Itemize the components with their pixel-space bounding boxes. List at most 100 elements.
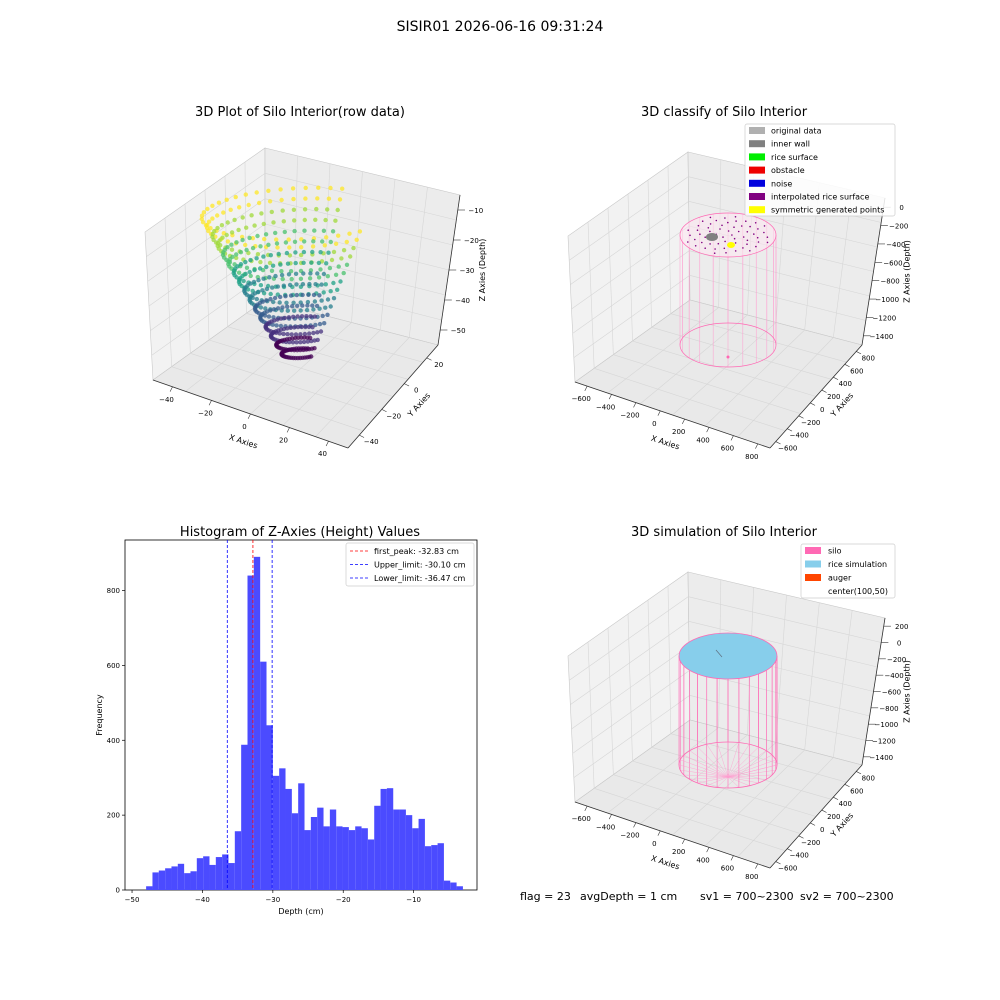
p1-x-tick [325, 441, 329, 447]
p1-point [279, 272, 285, 278]
p4-bottom-spoke [727, 759, 776, 778]
p1-point [287, 339, 292, 345]
p2-interp-point [704, 247, 706, 249]
p2-interp-point [734, 216, 737, 218]
p1-point [325, 207, 330, 212]
p4-z-tick-label: −1000 [875, 721, 899, 729]
p4-bottom-spoke [697, 746, 729, 778]
p4-bottom-spoke [689, 750, 729, 778]
panel1-3d-raw: −40 −20 0 20 40 −40 −20 0 20 −50 −40 −30 −20 −10 X Axi… [144, 147, 487, 458]
p4-y-tick-label: 400 [839, 800, 852, 808]
p3-bars [146, 556, 463, 890]
p1-point [298, 276, 304, 281]
p2-x-tick [584, 385, 588, 392]
p1-y-tick-label: −40 [364, 438, 379, 446]
p4-z-tick-label: 0 [897, 640, 901, 648]
p4-bottom-spoke [727, 769, 776, 778]
p1-point [267, 275, 272, 280]
p1-point [309, 260, 314, 265]
p1-point [256, 200, 262, 206]
p3-bar [348, 830, 356, 890]
p1-point [292, 308, 297, 313]
p4-floor-grid [737, 757, 834, 858]
p4-x-tick-label: −600 [572, 815, 591, 823]
p1-point [243, 271, 248, 277]
p1-point [302, 217, 307, 223]
p2-interp-point [737, 230, 740, 233]
p2-y-tick [810, 402, 816, 406]
p1-point [233, 194, 238, 200]
p2-interp-point [740, 225, 743, 227]
p1-point [269, 209, 274, 215]
p1-point [302, 228, 307, 233]
p1-point [347, 231, 352, 236]
p1-point [327, 265, 333, 271]
p1-point [230, 254, 235, 259]
p3-x-tick-label: −40 [195, 896, 210, 904]
p1-point [236, 227, 241, 233]
p4-z-tick-label: −1400 [869, 754, 893, 762]
p1-point [244, 247, 249, 253]
p1-point [257, 266, 263, 271]
p1-point [219, 223, 225, 228]
p1-z-tick-label: −10 [468, 207, 483, 215]
p1-point [302, 239, 307, 244]
p1-point [315, 196, 320, 201]
p1-z-tick-label: −50 [451, 327, 466, 335]
p1-point [224, 197, 229, 202]
p4-bottom-spoke [727, 774, 773, 778]
p4-legend-frame [800, 543, 896, 599]
p2-interp-point [717, 242, 720, 245]
p2-interp-point [755, 245, 757, 248]
p4-bottom-spoke [727, 744, 750, 778]
p1-point [266, 188, 271, 193]
p4-silo-cylinder [678, 632, 778, 789]
p1-y-tick [381, 409, 387, 413]
p1-point [285, 332, 290, 337]
p4-bottom-spoke [678, 764, 729, 778]
p4-y-tick [787, 848, 793, 852]
p1-point [348, 254, 353, 259]
p2-z-tick-label: −1000 [875, 296, 899, 304]
p1-point [293, 271, 299, 276]
p2-x-axis-line [574, 381, 771, 449]
p2-legend-swatch [749, 153, 765, 161]
p1-point [229, 247, 235, 252]
p1-point [344, 239, 349, 245]
p3-bar [380, 788, 387, 890]
p1-point [305, 299, 311, 305]
p4-y-tick-label: 800 [862, 774, 875, 782]
p3-bar [386, 788, 394, 890]
p1-point [325, 297, 331, 302]
p2-legend: original data inner wall rice surface obsta… [744, 123, 896, 217]
p1-point [261, 276, 266, 281]
p1-point [258, 305, 264, 310]
p1-wall-grid [146, 173, 266, 257]
p1-point [354, 237, 359, 242]
p1-point [243, 242, 248, 248]
p3-bar [190, 871, 197, 890]
p1-point [306, 292, 311, 297]
p2-x-tick-label: −400 [596, 403, 615, 411]
p1-point [259, 211, 264, 216]
p1-point [310, 325, 315, 330]
p2-interp-point [733, 237, 736, 240]
p1-point [312, 314, 317, 319]
p1-point [278, 262, 283, 267]
p1-point [312, 338, 317, 343]
p1-point [274, 323, 279, 328]
p1-point [338, 279, 343, 284]
p1-point [303, 185, 308, 191]
p2-interp-point [746, 239, 749, 242]
p1-point [307, 331, 312, 336]
p2-interp-point [757, 228, 759, 230]
p1-point [321, 290, 326, 295]
p1-point [329, 257, 335, 263]
p4-bottom-spoke [716, 776, 729, 788]
p2-interp-point [749, 250, 751, 252]
p1-point [260, 299, 265, 304]
p2-interp-point [709, 223, 712, 225]
p1-point [289, 276, 294, 282]
p2-y-tick-label: 600 [850, 367, 863, 375]
p2-z-tick-label: −400 [886, 241, 905, 249]
